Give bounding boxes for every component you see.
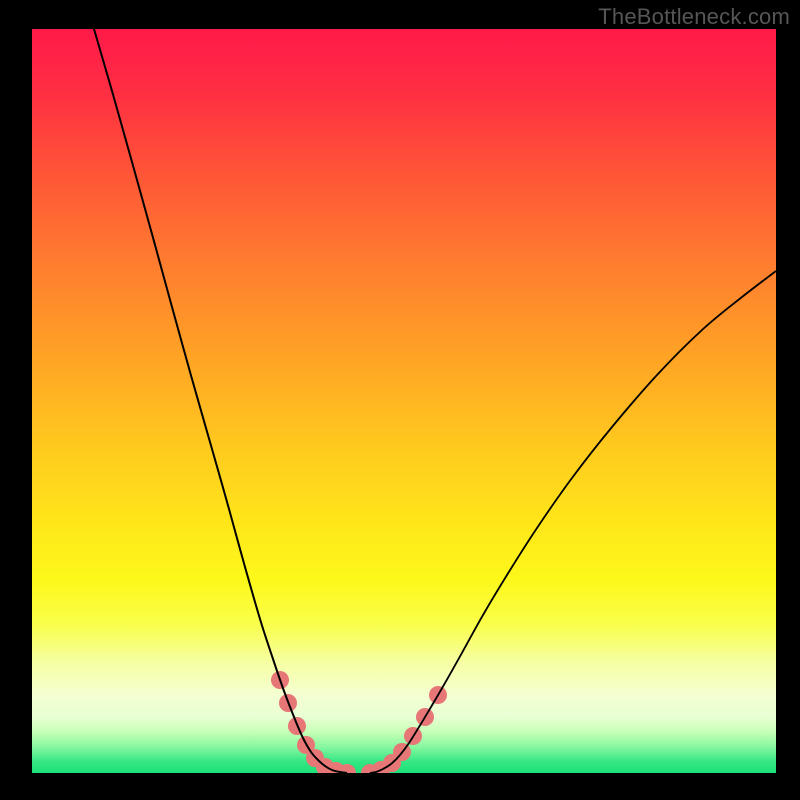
curve-left: [94, 29, 347, 773]
marker-group: [271, 671, 447, 773]
curves-layer: [32, 29, 776, 773]
plot-area: [32, 29, 776, 773]
chart-container: TheBottleneck.com: [0, 0, 800, 800]
watermark-text: TheBottleneck.com: [598, 4, 790, 30]
